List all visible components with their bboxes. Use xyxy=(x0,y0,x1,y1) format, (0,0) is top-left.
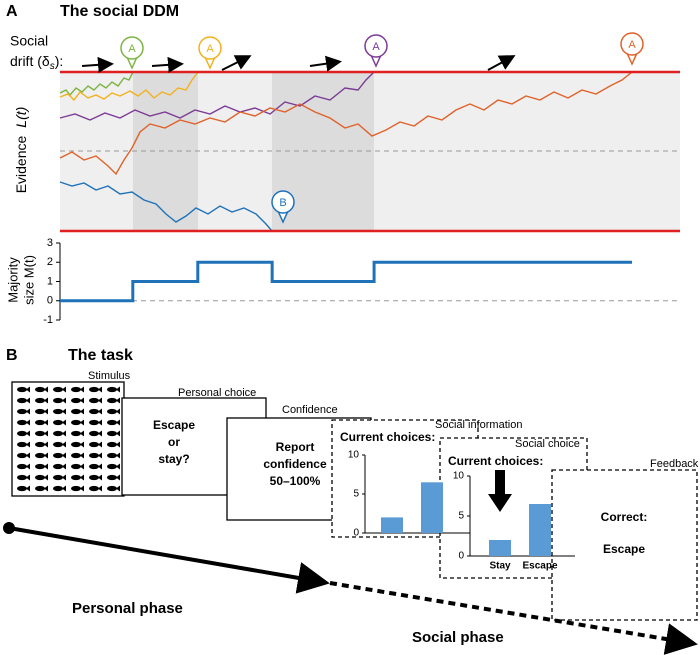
y-tick-label: 10 xyxy=(453,471,465,482)
card-label: Feedback xyxy=(650,458,699,470)
arrow xyxy=(487,55,516,71)
bar xyxy=(381,517,403,533)
trace xyxy=(59,71,633,176)
card-text: 50–100% xyxy=(270,474,321,488)
y-tick-label: 2 xyxy=(47,256,53,268)
bar xyxy=(421,482,443,533)
panel-label: B xyxy=(6,347,18,364)
panel-label: A xyxy=(6,3,18,20)
pin-label: A xyxy=(128,43,136,55)
card-label: Confidence xyxy=(282,404,338,416)
card-text: Escape xyxy=(603,542,645,556)
card-label: Social choice xyxy=(515,438,580,450)
y-axis-label: Majority xyxy=(5,257,20,303)
pin xyxy=(620,32,644,56)
y-tick-label: 3 xyxy=(47,237,53,249)
card-label: Social information xyxy=(435,419,522,431)
y-tick-label: 0 xyxy=(458,551,464,562)
y-tick-label: 0 xyxy=(353,528,359,539)
y-tick-label: 5 xyxy=(353,489,359,500)
trace xyxy=(59,181,273,232)
trace xyxy=(59,71,375,121)
phase-label: Personal phase xyxy=(72,600,183,617)
drift-label: drift (δs): xyxy=(10,53,63,72)
pin xyxy=(198,36,222,60)
x-tick-label: Escape xyxy=(522,561,557,572)
arrow xyxy=(81,56,114,73)
panel-title: The social DDM xyxy=(60,3,179,20)
pin-label: A xyxy=(628,39,636,51)
trace xyxy=(59,71,134,97)
card-text: Escape xyxy=(153,418,195,432)
y-tick-label: -1 xyxy=(43,314,53,326)
phase-label: Social phase xyxy=(412,629,504,646)
y-tick-label: 10 xyxy=(348,450,360,461)
stimulus-fish xyxy=(13,383,123,495)
timeline-personal xyxy=(8,526,330,594)
feedback-card xyxy=(551,469,698,621)
arrow xyxy=(309,55,342,72)
card-text: Report xyxy=(276,440,315,454)
drift-label: Social xyxy=(10,33,48,49)
card-text: or xyxy=(168,435,180,449)
traces xyxy=(59,71,633,232)
bar-chart: Current choices: 0 5 10 Stay Escape xyxy=(448,454,575,572)
pin xyxy=(364,34,388,58)
arrow xyxy=(221,55,252,71)
x-tick-label: Stay xyxy=(489,561,511,572)
bar xyxy=(489,540,511,556)
card-label: Stimulus xyxy=(88,370,131,382)
card-text: confidence xyxy=(263,457,327,471)
panel-title: The task xyxy=(68,347,133,364)
pin-label: A xyxy=(206,43,214,55)
pin-label: B xyxy=(279,197,286,209)
drift-arrows xyxy=(81,55,516,73)
card-text: stay? xyxy=(158,452,189,466)
card-text: Correct: xyxy=(601,510,648,524)
markers: A A A A B xyxy=(120,32,644,224)
evidence-label: EvidenceL(t) xyxy=(13,107,29,194)
majority-line xyxy=(60,260,632,303)
chart-title: Current choices: xyxy=(448,454,543,468)
arrow xyxy=(151,56,184,73)
y-tick-label: 1 xyxy=(47,275,53,287)
pin xyxy=(120,36,144,60)
trace xyxy=(59,71,199,102)
bar xyxy=(529,504,551,556)
pin-label: A xyxy=(372,41,380,53)
chart-title: Current choices: xyxy=(340,430,435,444)
card-label: Personal choice xyxy=(178,387,256,399)
y-tick-label: 5 xyxy=(458,511,464,522)
x-tick-label: Stay xyxy=(381,538,403,549)
pointer-arrow xyxy=(488,470,512,512)
pin xyxy=(271,190,295,214)
y-tick-label: 0 xyxy=(47,295,53,307)
y-axis-label: size M(t) xyxy=(21,255,36,305)
timeline-social xyxy=(329,581,698,655)
